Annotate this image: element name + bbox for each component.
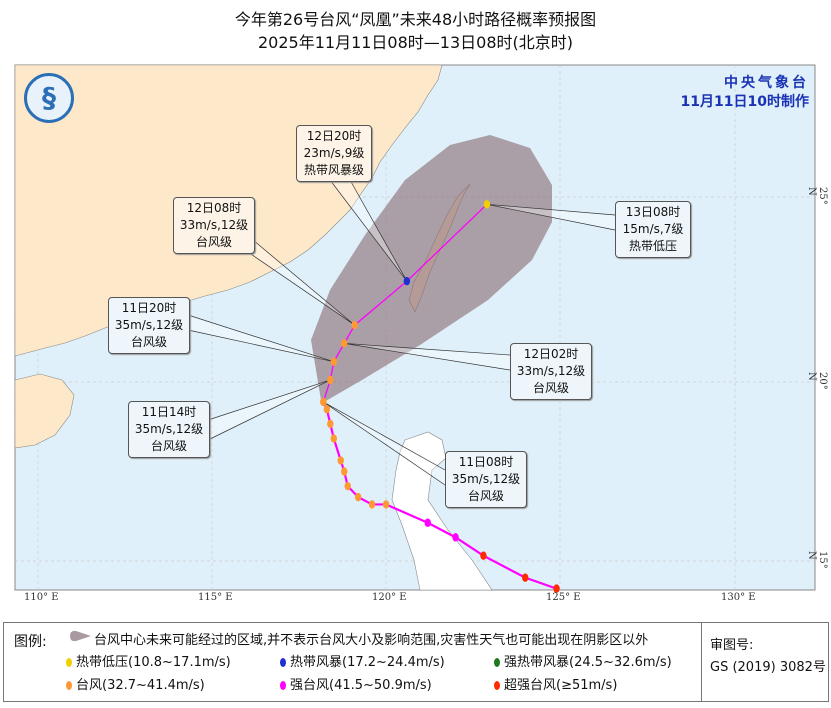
lon-label: 110° E (24, 592, 59, 603)
callout-time: 11日14时 (141, 405, 197, 419)
callout-13d08h: 13日08时 15m/s,7级 热带低压 (615, 201, 691, 258)
callout-time: 11日20时 (121, 301, 177, 315)
callout-wind: 23m/s,9级 (303, 146, 365, 160)
legend-label: 台风(32.7~41.4m/s) (76, 678, 205, 693)
callout-level: 热带低压 (628, 239, 677, 253)
callout-11d14h: 11日14时 35m/s,12级 台风级 (128, 401, 210, 458)
typhoon-track (320, 200, 560, 593)
legend-heading: 图例: (14, 634, 47, 650)
approval-label: 审图号: (710, 638, 754, 653)
callout-level: 热带风暴级 (303, 163, 364, 177)
callout-wind: 35m/s,12级 (114, 318, 184, 332)
storm-dot-icon (280, 681, 286, 690)
storm-dot-icon (494, 658, 500, 667)
lon-label: 115° E (198, 592, 233, 603)
issuing-agency: 中央气象台 11月11日10时制作 (681, 74, 809, 112)
legend-label: 热带低压(10.8~17.1m/s) (76, 655, 231, 670)
past-position-marker (323, 405, 331, 414)
callout-time: 12日02时 (523, 347, 579, 361)
forecast-position-marker (403, 276, 411, 286)
callout-12d20h: 12日20时 23m/s,9级 热带风暴级 (296, 125, 372, 182)
lat-label: 25° N (806, 187, 828, 205)
callout-level: 台风级 (150, 439, 187, 453)
callout-level: 台风级 (195, 235, 232, 249)
past-position-marker (452, 533, 459, 542)
approval-number: GS (2019) 3082号 (710, 660, 826, 675)
callout-pointers (187, 179, 616, 486)
storm-dot-icon (280, 658, 286, 667)
agency-name: 中央气象台 (724, 75, 809, 91)
land-luzon (391, 431, 493, 591)
forecast-probability-cone (311, 135, 552, 402)
storm-dot-icon (66, 658, 72, 667)
past-position-marker (330, 434, 337, 443)
forecast-position-marker (351, 320, 358, 330)
storm-dot-icon (66, 681, 72, 690)
callout-time: 13日08时 (625, 205, 681, 219)
callout-level: 台风级 (130, 335, 167, 349)
callout-level: 台风级 (467, 489, 504, 503)
map-approval: 审图号: GS (2019) 3082号 (701, 623, 828, 701)
forecast-position-marker (483, 200, 491, 209)
legend-label: 强热带风暴(24.5~32.6m/s) (504, 655, 672, 670)
past-position-marker (553, 584, 560, 593)
callout-wind: 33m/s,12级 (516, 364, 586, 378)
land-hainan (14, 373, 75, 449)
legend-label: 强台风(41.5~50.9m/s) (290, 678, 432, 693)
map-subtitle: 2025年11月11日08时—13日08时(北京时) (257, 33, 573, 52)
callout-time: 12日08时 (186, 201, 242, 215)
lat-label: 15° N (806, 551, 828, 569)
callout-level: 台风级 (532, 381, 569, 395)
callout-wind: 33m/s,12级 (179, 218, 249, 232)
lat-label: 20° N (806, 372, 828, 390)
past-position-marker (341, 467, 348, 476)
forecast-position-marker (320, 397, 327, 407)
storm-dot-icon (494, 681, 500, 690)
issue-time: 11月11日10时制作 (680, 94, 809, 110)
callout-11d20h: 11日20时 35m/s,12级 台风级 (108, 297, 190, 354)
past-position-marker (424, 518, 431, 527)
callout-12d02h: 12日02时 33m/s,12级 台风级 (510, 343, 592, 400)
past-position-marker (344, 481, 351, 491)
legend: 图例: 台风中心未来可能经过的区域,并不表示台风大小及影响范围,灾害性天气也可能… (3, 622, 829, 702)
cone-swatch-icon (70, 630, 91, 642)
callout-time: 12日20时 (306, 129, 362, 143)
forecast-position-marker (341, 339, 348, 348)
lon-label: 125° E (546, 592, 581, 603)
legend-cone-text: 台风中心未来可能经过的区域,并不表示台风大小及影响范围,灾害性天气也可能出现在阴… (94, 633, 649, 648)
legend-item-super-typhoon: 超强台风(≥51m/s) (494, 674, 617, 693)
callout-wind: 35m/s,12级 (451, 472, 521, 486)
lon-label: 130° E (721, 592, 756, 603)
callout-wind: 15m/s,7级 (622, 222, 684, 236)
callout-11d08h: 11日08时 35m/s,12级 台风级 (445, 451, 527, 508)
callout-12d08h: 12日08时 33m/s,12级 台风级 (173, 197, 255, 254)
legend-item-tropical-storm: 热带风暴(17.2~24.4m/s) (280, 651, 445, 670)
past-position-marker (327, 419, 334, 429)
cma-logo: § (24, 73, 74, 123)
callout-time: 11日08时 (458, 455, 514, 469)
past-position-marker (368, 500, 376, 509)
callout-wind: 35m/s,12级 (134, 422, 204, 436)
legend-item-severe-tropical-storm: 强热带风暴(24.5~32.6m/s) (494, 651, 672, 670)
legend-item-strong-typhoon: 强台风(41.5~50.9m/s) (280, 674, 432, 693)
map-title: 今年第26号台风“凤凰”未来48小时路径概率预报图 (234, 10, 597, 29)
forecast-position-marker (330, 357, 337, 366)
past-position-marker (337, 456, 344, 465)
legend-item-tropical-depression: 热带低压(10.8~17.1m/s) (66, 651, 231, 670)
past-position-marker (522, 573, 529, 582)
forecast-position-marker (327, 375, 334, 385)
legend-label: 超强台风(≥51m/s) (504, 678, 618, 693)
past-position-marker (480, 551, 487, 560)
lon-label: 120° E (372, 592, 407, 603)
legend-item-typhoon: 台风(32.7~41.4m/s) (66, 674, 205, 693)
legend-label: 热带风暴(17.2~24.4m/s) (290, 655, 445, 670)
past-position-marker (382, 500, 390, 509)
past-position-marker (354, 492, 362, 502)
